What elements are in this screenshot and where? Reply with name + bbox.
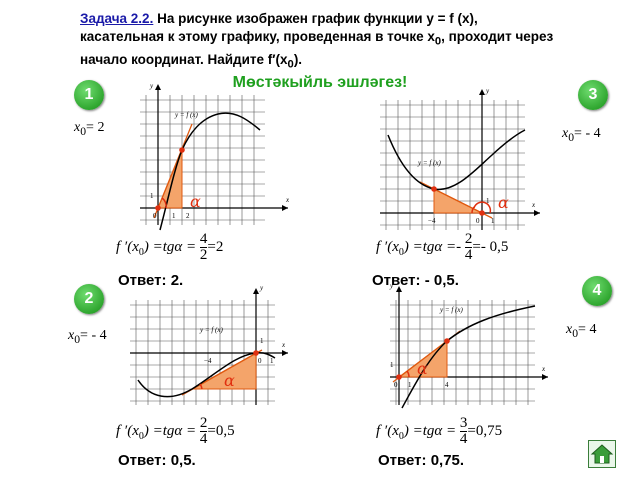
x0-label-2: x0= - 4 xyxy=(68,328,107,346)
angle-arc-4 xyxy=(406,370,410,378)
x-label-1: x xyxy=(285,196,290,204)
graph-3: y = f (x) y x 1 0 −4 1 α xyxy=(380,87,540,235)
alpha-label-2: α xyxy=(224,371,235,390)
formula-1: f ′(x0) =tgα = 4 2 =2 xyxy=(116,231,224,263)
header-line3-sub: 0 xyxy=(287,58,294,71)
graph-2: y = f (x) y x 1 0 −4 1 α xyxy=(130,284,288,410)
alpha-label-4: α xyxy=(417,359,428,378)
origin-label-4: 0 xyxy=(394,381,398,389)
alpha-label-1: α xyxy=(190,192,201,211)
home-button[interactable] xyxy=(588,440,616,468)
y-label-3: y xyxy=(485,87,490,95)
example-1-button[interactable]: 1 xyxy=(74,80,104,110)
answer-3: Ответ: - 0,5. xyxy=(372,272,459,289)
alpha-label-3: α xyxy=(498,193,509,212)
x0-label-4: x0= 4 xyxy=(566,322,597,340)
header-line1: На рисунке изображен график функции y = … xyxy=(153,11,478,26)
origin-label-2: 0 xyxy=(258,357,262,365)
fn-label-2: y = f (x) xyxy=(199,326,223,334)
origin-label-3: 0 xyxy=(476,217,480,225)
origin-point-3 xyxy=(479,210,485,216)
answer-2: Ответ: 0,5. xyxy=(118,452,196,469)
grid-1 xyxy=(140,95,265,225)
tangent-1 xyxy=(153,123,193,219)
fn-label-3: y = f (x) xyxy=(417,159,441,167)
example-4-button[interactable]: 4 xyxy=(582,276,612,306)
y-label-4: y xyxy=(389,282,394,290)
header-line2: касательная к этому графику, проведенная… xyxy=(80,29,435,44)
graph-4: y = f (x) y x 1 0 1 4 α xyxy=(389,282,548,410)
curve-3 xyxy=(387,129,526,191)
header-line3: начало координат. Найдите f′(x xyxy=(80,51,288,67)
y-label-2: y xyxy=(259,284,264,292)
header-line3-end: ). xyxy=(293,51,303,67)
tangent-point-3 xyxy=(431,186,437,192)
fn-label-4: y = f (x) xyxy=(439,306,463,314)
y-label-1: y xyxy=(149,82,154,90)
example-2-button[interactable]: 2 xyxy=(74,284,104,314)
tick-a-4: 1 xyxy=(408,381,412,389)
formula-4: f ′(x0) =tgα = 3 4 =0,75 xyxy=(376,415,503,447)
origin-point-4 xyxy=(396,374,402,380)
tick-a-2: −4 xyxy=(204,357,212,365)
angle-arc-1 xyxy=(161,197,167,209)
curve-2 xyxy=(137,352,276,398)
tick-y-2: 1 xyxy=(260,337,264,345)
task-header: Задача 2.2. На рисунке изображен график … xyxy=(80,10,620,73)
tangent-point-2 xyxy=(253,350,259,356)
tick-y-1: 1 xyxy=(150,192,154,200)
tick-b-2: 1 xyxy=(270,357,274,365)
subtitle: Мөстәкыйль эшләгез! xyxy=(232,74,408,91)
tick-y-4: 1 xyxy=(390,361,394,369)
x0-label-1: x0= 2 xyxy=(74,120,105,138)
tick-a-3: −4 xyxy=(428,217,436,225)
tick-b-1: 2 xyxy=(186,212,190,220)
origin-point-1 xyxy=(155,205,161,211)
x-label-2: x xyxy=(281,341,286,349)
home-icon xyxy=(590,444,614,464)
x0-label-3: x0= - 4 xyxy=(562,126,601,144)
header-line2-end: , проходит через xyxy=(441,29,554,44)
graph-1: y = f (x) y x 1 0 1 2 α xyxy=(140,82,290,231)
formula-3: f ′(x0) =tgα =- 2 4 =- 0,5 xyxy=(376,231,509,263)
curve-1 xyxy=(159,112,261,231)
header-line2-sub: 0 xyxy=(434,35,442,48)
tick-y-3: 1 xyxy=(486,197,490,205)
x-label-4: x xyxy=(541,365,546,373)
x-label-3: x xyxy=(531,201,536,209)
tick-b-3: 1 xyxy=(491,217,495,225)
tangent-point-1 xyxy=(179,147,185,153)
tick-b-4: 4 xyxy=(445,381,449,389)
angle-arc-2 xyxy=(199,383,203,390)
fn-label-1: y = f (x) xyxy=(174,111,198,119)
example-3-button[interactable]: 3 xyxy=(578,80,608,110)
answer-4: Ответ: 0,75. xyxy=(378,452,465,469)
tick-a-1: 1 xyxy=(172,212,176,220)
origin-label-1: 0 xyxy=(153,212,157,220)
curve-4 xyxy=(401,305,536,409)
tangent-point-4 xyxy=(444,338,450,344)
answer-1: Ответ: 2. xyxy=(118,272,184,289)
task-link[interactable]: Задача 2.2. xyxy=(80,11,154,26)
formula-2: f ′(x0) =tgα = 2 4 =0,5 xyxy=(116,415,235,447)
